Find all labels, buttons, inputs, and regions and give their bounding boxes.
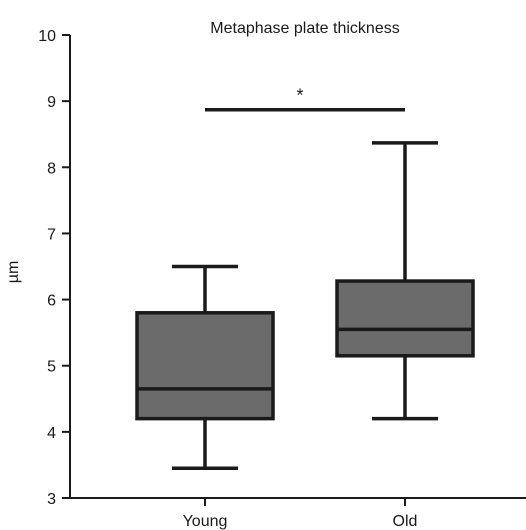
chart-title: Metaphase plate thickness (210, 20, 399, 37)
significance-marker: * (296, 86, 303, 106)
axes-layer (69, 35, 526, 499)
box-old (335, 279, 475, 358)
y-tick-label-4: 4 (47, 425, 56, 442)
y-tick-label-8: 8 (47, 160, 56, 177)
box-young (135, 311, 275, 421)
x-tick-label-young: Young (183, 513, 228, 530)
y-tick-label-9: 9 (47, 94, 56, 111)
y-tick-label-6: 6 (47, 293, 56, 310)
ticks-layer: 3 4 5 6 7 8 9 10 Young Old (38, 28, 417, 530)
y-tick-label-10: 10 (38, 28, 56, 45)
boxes-layer (135, 141, 475, 470)
annotation-layer: * (205, 86, 405, 112)
y-tick-label-7: 7 (47, 226, 56, 243)
x-tick-label-old: Old (393, 513, 418, 530)
y-tick-label-3: 3 (47, 491, 56, 508)
y-tick-label-5: 5 (47, 359, 56, 376)
y-axis-label: µm (5, 261, 22, 284)
